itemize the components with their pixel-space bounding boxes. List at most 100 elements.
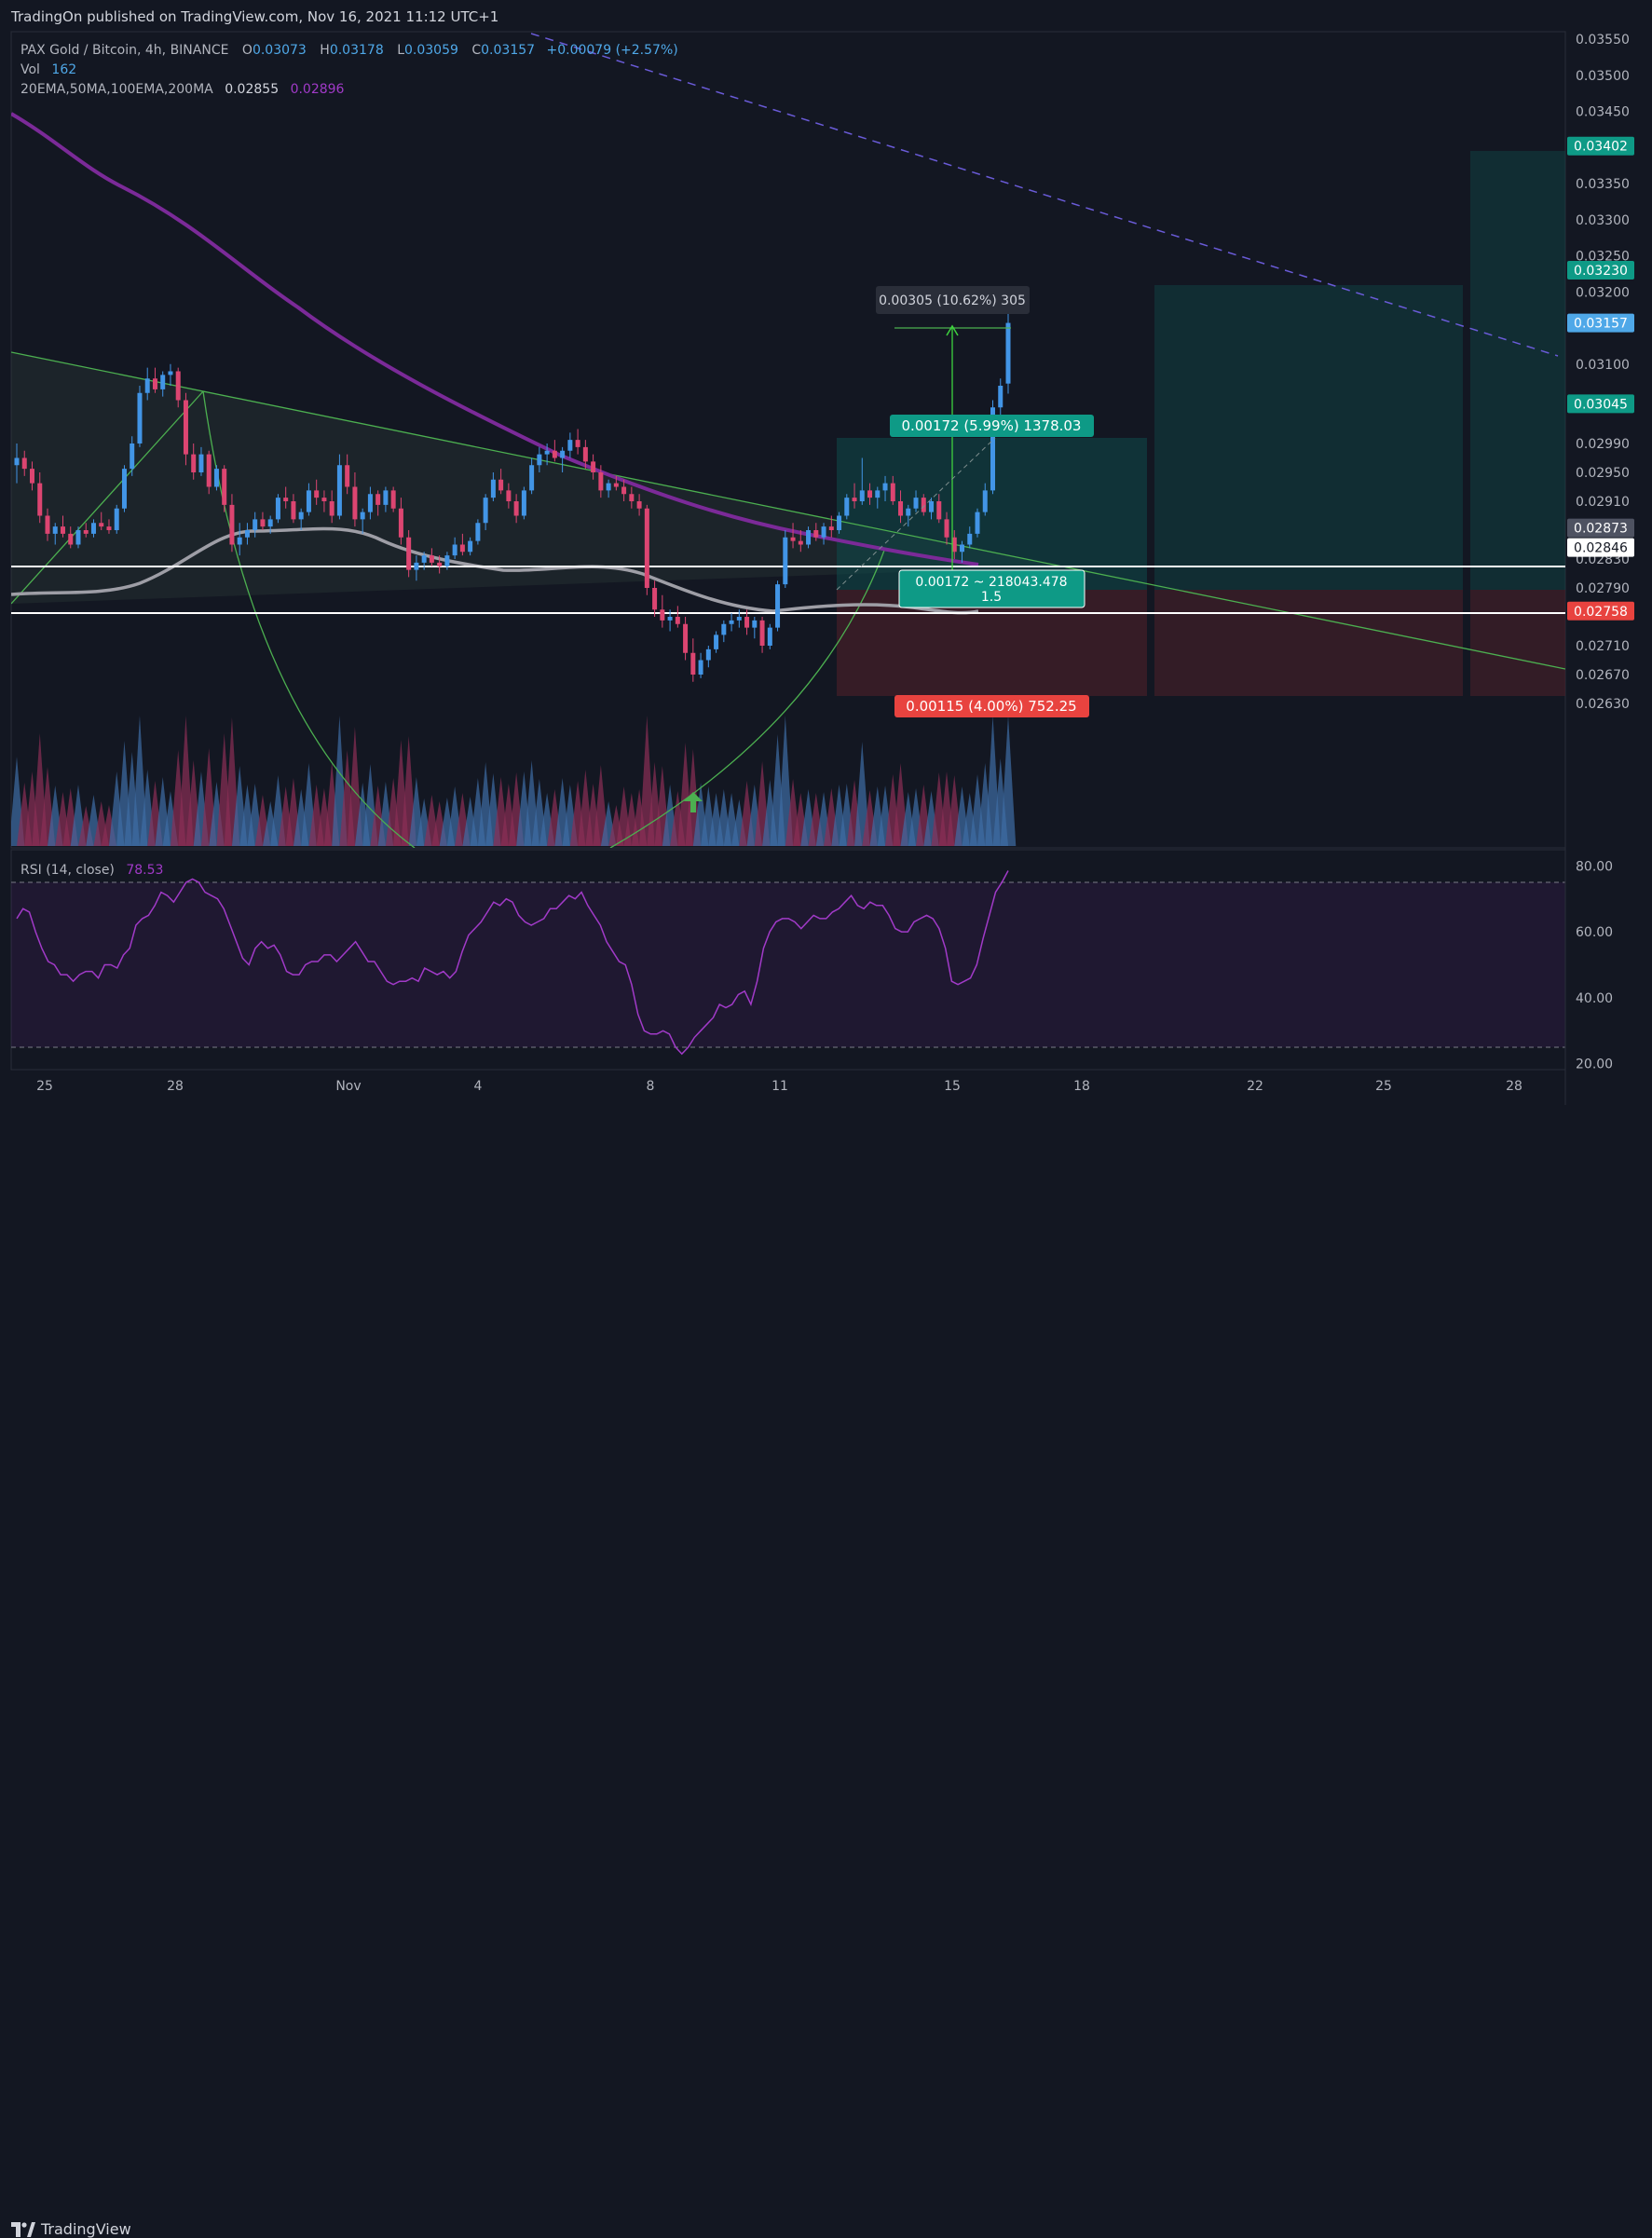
candle-body-28 — [229, 504, 235, 545]
candle-body-105 — [821, 526, 826, 538]
candle-body-117 — [913, 498, 919, 509]
candle-body-81 — [636, 501, 642, 509]
candle-body-21 — [175, 371, 181, 401]
rsi-tick-1: 60.00 — [1576, 925, 1613, 940]
stop-zone-3 — [1470, 590, 1565, 696]
rsi-tick-2: 40.00 — [1576, 991, 1613, 1006]
legend-c-value: 0.03157 — [481, 43, 535, 58]
publish-bar: TradingOn published on TradingView.com, … — [0, 0, 1652, 32]
candle-body-126 — [982, 490, 988, 512]
candle-body-49 — [390, 490, 396, 509]
main-pane[interactable] — [10, 31, 1566, 849]
candle-body-96 — [752, 620, 758, 628]
rsi-line — [16, 870, 1009, 1056]
candle-body-57 — [452, 544, 457, 556]
time-tick-9: 25 — [1375, 1079, 1392, 1094]
candle-body-9 — [83, 530, 89, 534]
rsi-tick-3: 20.00 — [1576, 1058, 1613, 1072]
time-tick-8: 22 — [1247, 1079, 1263, 1094]
price-badge-text-3: 0.03045 — [1574, 397, 1628, 412]
candle-body-51 — [406, 537, 412, 570]
candle-body-71 — [560, 450, 566, 458]
candle-body-5 — [52, 526, 58, 534]
candle-body-45 — [360, 512, 365, 520]
candle-body-111 — [867, 490, 873, 498]
price-chart[interactable]: 0.00305 (10.62%) 305 0.00172 (5.99%) 137… — [0, 0, 1652, 1105]
legend-row-3: 20EMA,50MA,100EMA,200MA 0.02855 0.02896 — [20, 82, 345, 97]
candle-layer — [14, 307, 1011, 682]
candle-body-35 — [283, 498, 289, 501]
legend-ma-value1: 0.02855 — [225, 82, 279, 97]
candle-body-54 — [429, 555, 434, 563]
candle-body-0 — [14, 457, 20, 466]
candle-body-93 — [729, 620, 734, 624]
candle-body-108 — [844, 498, 850, 516]
dashed-trendline — [530, 33, 1559, 357]
candle-body-68 — [537, 454, 542, 466]
projection-dashed — [836, 437, 996, 591]
rsi-value: 78.53 — [126, 863, 163, 878]
candle-body-120 — [936, 501, 942, 520]
footer: TradingView — [0, 1105, 1652, 2238]
candle-body-82 — [644, 508, 649, 588]
rsi-band-fill — [11, 882, 1565, 1047]
candle-body-63 — [498, 479, 504, 491]
candle-body-22 — [183, 400, 188, 455]
candle-body-2 — [29, 469, 34, 484]
legend: PAX Gold / Bitcoin, 4h, BINANCE O0.03073… — [20, 43, 678, 878]
candle-body-52 — [414, 562, 419, 570]
candle-body-14 — [121, 469, 127, 509]
candle-body-110 — [859, 490, 865, 501]
candle-body-15 — [130, 444, 135, 470]
candle-body-61 — [483, 498, 488, 524]
price-tick-8: 0.02990 — [1576, 437, 1630, 452]
candle-body-76 — [598, 472, 604, 491]
time-tick-6: 15 — [944, 1079, 961, 1094]
candle-body-79 — [621, 486, 627, 495]
candle-body-26 — [213, 469, 219, 487]
measure-label-text: 0.00305 (10.62%) 305 — [879, 293, 1026, 308]
candle-body-83 — [652, 588, 658, 610]
price-tick-13: 0.02710 — [1576, 639, 1630, 654]
legend-ma-value2: 0.02896 — [291, 82, 345, 97]
candle-body-86 — [675, 617, 680, 624]
entry-label-line1: 0.00172 ~ 218043.478 — [915, 575, 1067, 590]
candle-body-74 — [582, 446, 588, 462]
price-axis[interactable]: 0.03550 0.03500 0.03450 0.03350 0.03300 0.032… — [1576, 33, 1630, 712]
publish-text: TradingOn published on TradingView.com, … — [11, 8, 499, 25]
candle-body-42 — [336, 465, 342, 516]
tradingview-brand: TradingView — [41, 2220, 131, 2238]
entry-label-line2: 1.5 — [981, 590, 1002, 605]
candle-body-121 — [944, 519, 949, 538]
candle-body-27 — [222, 469, 227, 505]
price-tick-0: 0.03550 — [1576, 33, 1630, 48]
candle-body-62 — [490, 479, 496, 498]
stop-label: 0.00115 (4.00%) 752.25 — [894, 695, 1089, 717]
candle-body-87 — [683, 623, 689, 653]
price-tick-5: 0.03250 — [1576, 250, 1630, 265]
legend-h-value: 0.03178 — [330, 43, 384, 58]
candle-body-6 — [60, 526, 65, 534]
volume-layer — [11, 716, 1017, 846]
candle-body-115 — [898, 501, 904, 516]
candle-body-65 — [513, 501, 519, 516]
candle-body-8 — [75, 530, 81, 545]
candle-body-43 — [345, 465, 350, 487]
price-badge-text-2: 0.03157 — [1574, 317, 1628, 332]
candle-body-36 — [291, 501, 296, 520]
candle-body-72 — [567, 440, 573, 451]
tradingview-logo[interactable]: TradingView — [11, 2220, 131, 2238]
price-tick-12: 0.02790 — [1576, 581, 1630, 596]
candle-body-85 — [667, 617, 673, 621]
price-badge-text-4: 0.02873 — [1574, 522, 1628, 537]
candle-body-67 — [529, 465, 535, 491]
time-axis[interactable]: 25 28 Nov 4 8 11 15 18 22 25 28 — [36, 1079, 1522, 1094]
stop-label-text: 0.00115 (4.00%) 752.25 — [906, 698, 1076, 715]
candle-body-92 — [721, 623, 727, 635]
candle-body-97 — [759, 620, 765, 646]
target-zone-2 — [1154, 285, 1463, 590]
triangle-upper-line — [11, 351, 1565, 670]
time-tick-7: 18 — [1073, 1079, 1090, 1094]
candle-body-31 — [253, 519, 258, 530]
rsi-label: RSI (14, close) — [20, 863, 115, 878]
